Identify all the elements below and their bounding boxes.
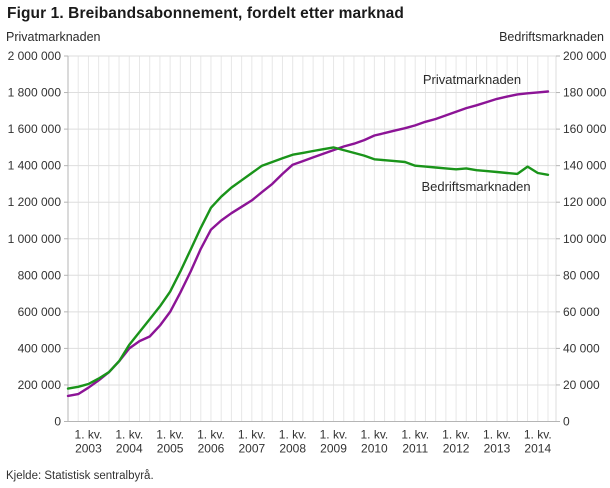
left-axis-tick-label: 800 000 — [18, 268, 62, 282]
x-tick-quarter-label: 1. kv. — [238, 428, 266, 442]
left-axis-tick-label: 200 000 — [18, 378, 62, 392]
left-axis-tick-label: 400 000 — [18, 341, 62, 355]
x-tick-quarter-label: 1. kv. — [442, 428, 470, 442]
x-tick-quarter-label: 1. kv. — [524, 428, 552, 442]
x-tick-quarter-label: 1. kv. — [483, 428, 511, 442]
x-tick-quarter-label: 1. kv. — [401, 428, 429, 442]
x-tick-year-label: 2008 — [279, 442, 306, 456]
x-tick-year-label: 2006 — [198, 442, 225, 456]
x-tick-quarter-label: 1. kv. — [197, 428, 225, 442]
left-axis-tick-label: 0 — [54, 415, 61, 429]
x-tick-year-label: 2013 — [484, 442, 511, 456]
x-tick-year-label: 2007 — [238, 442, 265, 456]
right-axis-tick-label: 120 000 — [563, 195, 607, 209]
x-tick-quarter-label: 1. kv. — [115, 428, 143, 442]
right-axis-title: Bedriftsmarknaden — [499, 30, 604, 44]
x-tick-quarter-label: 1. kv. — [156, 428, 184, 442]
x-tick-year-label: 2004 — [116, 442, 143, 456]
x-tick-quarter-label: 1. kv. — [320, 428, 348, 442]
right-axis-tick-label: 60 000 — [563, 305, 600, 319]
right-axis-tick-label: 20 000 — [563, 378, 600, 392]
left-axis-title: Privatmarknaden — [6, 30, 101, 44]
series-label-privatmarknaden: Privatmarknaden — [423, 72, 521, 87]
series-line-privatmarknaden — [66, 90, 550, 398]
left-axis-tick-label: 1 800 000 — [8, 86, 62, 100]
right-axis-tick-label: 80 000 — [563, 268, 600, 282]
source-note: Kjelde: Statistisk sentralbyrå. — [6, 470, 154, 482]
left-axis-tick-label: 2 000 000 — [8, 49, 62, 63]
left-axis-tick-label: 1 400 000 — [8, 159, 62, 173]
right-axis-tick-label: 0 — [563, 415, 570, 429]
chart-title: Figur 1. Breibandsabonnement, fordelt et… — [7, 5, 404, 22]
x-tick-year-label: 2014 — [524, 442, 551, 456]
x-tick-quarter-label: 1. kv. — [75, 428, 103, 442]
x-tick-year-label: 2012 — [443, 442, 470, 456]
right-axis-tick-label: 100 000 — [563, 232, 607, 246]
x-tick-quarter-label: 1. kv. — [360, 428, 388, 442]
x-tick-year-label: 2011 — [402, 442, 428, 456]
left-axis-tick-label: 1 600 000 — [8, 122, 62, 136]
x-tick-year-label: 2010 — [361, 442, 388, 456]
right-axis-tick-label: 200 000 — [563, 49, 607, 63]
x-tick-quarter-label: 1. kv. — [279, 428, 307, 442]
right-axis-tick-label: 180 000 — [563, 86, 607, 100]
left-axis-tick-label: 600 000 — [18, 305, 62, 319]
right-axis-tick-label: 140 000 — [563, 159, 607, 173]
x-tick-year-label: 2009 — [320, 442, 347, 456]
x-tick-year-label: 2005 — [157, 442, 184, 456]
left-axis-tick-label: 1 200 000 — [8, 195, 62, 209]
right-axis-tick-label: 40 000 — [563, 341, 600, 355]
left-axis-tick-label: 1 000 000 — [8, 232, 62, 246]
x-tick-year-label: 2003 — [75, 442, 102, 456]
series-label-bedriftsmarknaden: Bedriftsmarknaden — [421, 179, 530, 194]
right-axis-tick-label: 160 000 — [563, 122, 607, 136]
series-line-bedriftsmarknaden — [66, 146, 550, 390]
